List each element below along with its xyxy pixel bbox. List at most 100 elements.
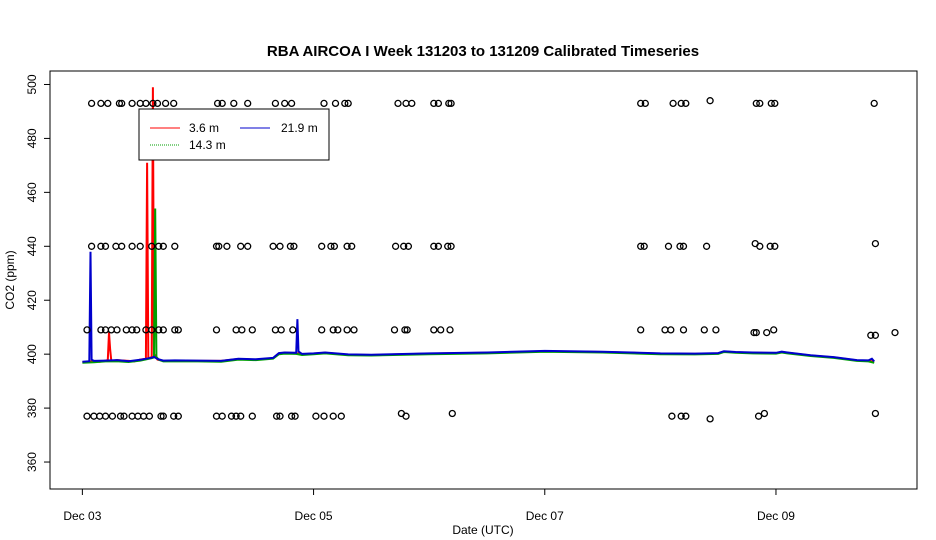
calibration-point — [318, 242, 326, 250]
legend-label-21-9m: 21.9 m — [281, 121, 318, 135]
calibration-point — [159, 412, 167, 420]
calibration-point — [401, 326, 409, 334]
calibration-point — [87, 242, 96, 250]
calibration-point — [115, 99, 124, 108]
calibration-point — [212, 326, 221, 334]
y-tick-label: 420 — [25, 290, 39, 310]
calibration-point — [756, 99, 764, 108]
calibration-point — [341, 99, 349, 108]
calibration-point — [706, 415, 714, 423]
calibration-point — [706, 97, 714, 105]
calibration-point — [136, 242, 144, 250]
calibration-point — [771, 99, 779, 108]
calibration-point — [343, 242, 351, 250]
calibration-point — [771, 242, 779, 250]
calibration-point — [350, 326, 358, 334]
calibration-point — [97, 99, 105, 108]
calibration-point — [752, 99, 760, 108]
calibration-point — [271, 326, 280, 334]
series-line — [82, 208, 875, 364]
x-axis: Dec 03 Dec 05 Dec 07 Dec 09 — [63, 489, 795, 523]
calibration-point — [344, 99, 352, 108]
calibration-point — [334, 326, 342, 334]
calibration-point — [237, 412, 245, 420]
calibration-point — [637, 99, 645, 108]
x-axis-label: Date (UTC) — [452, 523, 513, 537]
calibration-point — [712, 326, 720, 334]
x-tick-label: Dec 03 — [63, 509, 101, 523]
calibration-point — [128, 242, 136, 250]
calibration-point — [763, 328, 771, 337]
calibration-point — [754, 412, 763, 420]
calibration-point — [83, 412, 91, 420]
series-layer — [82, 87, 875, 364]
calibration-point — [677, 412, 685, 420]
calibration-point — [337, 412, 345, 420]
calibration-point — [104, 99, 112, 108]
calibration-point — [448, 409, 456, 418]
calibration-point — [408, 99, 416, 108]
calibration-points-layer — [83, 97, 899, 423]
calibration-point — [87, 99, 96, 108]
calibration-point — [871, 239, 880, 248]
calibration-point — [244, 99, 252, 108]
legend-label-3-6m: 3.6 m — [189, 121, 219, 135]
calibration-point — [248, 326, 256, 334]
calibration-point — [677, 99, 685, 108]
calibration-point — [679, 242, 688, 250]
calibration-point — [871, 409, 880, 418]
calibration-point — [90, 412, 98, 420]
calibration-point — [232, 412, 240, 420]
y-axis: 360 380 400 420 440 460 480 500 — [25, 74, 50, 472]
y-tick-label: 480 — [25, 128, 39, 148]
calibration-point — [682, 412, 690, 420]
calibration-point — [133, 326, 141, 334]
calibration-point — [871, 331, 880, 339]
calibration-point — [702, 242, 711, 250]
calibration-point — [287, 99, 296, 108]
calibration-point — [237, 242, 245, 250]
y-tick-label: 360 — [25, 452, 39, 472]
x-tick-label: Dec 09 — [757, 509, 795, 523]
calibration-point — [752, 328, 760, 337]
calibration-point — [232, 326, 240, 334]
calibration-point — [218, 99, 226, 108]
calibration-point — [212, 242, 221, 250]
calibration-point — [637, 242, 645, 250]
calibration-point — [444, 242, 452, 250]
calibration-point — [402, 99, 410, 108]
calibration-point — [145, 412, 154, 420]
calibration-point — [116, 412, 125, 420]
calibration-point — [348, 242, 356, 250]
calibration-point — [213, 99, 222, 108]
y-axis-label: CO2 (ppm) — [3, 250, 17, 309]
calibration-point — [155, 242, 163, 250]
calibration-point — [756, 242, 764, 250]
calibration-point — [97, 242, 105, 250]
calibration-point — [404, 242, 413, 250]
calibration-point — [174, 412, 182, 420]
y-tick-label: 440 — [25, 236, 39, 256]
calibration-point — [244, 242, 252, 250]
calibration-point — [291, 412, 299, 420]
calibration-point — [269, 242, 277, 250]
y-tick-label: 380 — [25, 398, 39, 418]
calibration-point — [318, 326, 326, 334]
calibration-point — [331, 99, 340, 108]
calibration-point — [394, 99, 402, 108]
series-line — [82, 251, 875, 363]
calibration-point — [96, 412, 104, 420]
calibration-point — [320, 412, 328, 420]
calibration-point — [277, 326, 285, 334]
calibration-point — [227, 412, 236, 420]
calibration-point — [403, 326, 411, 334]
calibration-point — [390, 326, 399, 334]
calibration-point — [148, 326, 156, 334]
calibration-point — [276, 412, 284, 420]
calibration-point — [122, 326, 130, 334]
calibration-point — [664, 242, 673, 250]
calibration-point — [287, 412, 296, 420]
calibration-point — [446, 326, 454, 334]
calibration-point — [159, 242, 167, 250]
calibration-point — [682, 99, 690, 108]
